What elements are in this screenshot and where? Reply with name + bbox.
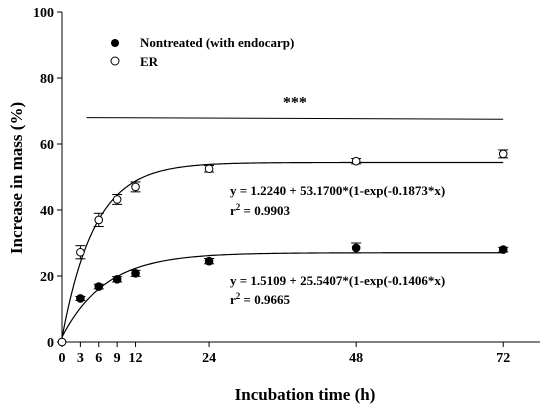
y-axis-ticks: 0 20 40 60 80 100 [33, 6, 62, 351]
y-tick-label: 80 [40, 72, 54, 87]
data-point-nontreated [112, 275, 122, 284]
x-tick-label: 24 [202, 351, 216, 366]
data-points [57, 149, 508, 347]
y-tick-label: 20 [40, 270, 54, 285]
fit-curve-er [61, 161, 504, 339]
x-tick-label: 0 [59, 351, 66, 366]
legend: Nontreated (with endocarp) ER [110, 35, 294, 69]
data-point-nontreated [94, 282, 104, 291]
data-point-er [57, 337, 67, 347]
equation-nontreated: y = 1.5109 + 25.5407*(1-exp(-0.1406*x) [230, 273, 445, 288]
significance-label: *** [283, 95, 307, 112]
r2-er: r2 = 0.9903 [230, 202, 290, 218]
fit-curve-nontreated [61, 252, 504, 338]
data-point-nontreated [131, 269, 140, 278]
data-point-er [76, 247, 85, 257]
data-point-nontreated [498, 245, 508, 254]
y-tick-label: 40 [40, 204, 54, 219]
fit-curves [61, 161, 504, 339]
y-tick-label: 100 [33, 6, 54, 21]
x-tick-label: 9 [114, 351, 121, 366]
data-point-er [112, 195, 122, 204]
r2-nontreated-label: r [230, 292, 236, 307]
r2-nontreated-value: = 0.9665 [240, 292, 290, 307]
data-point-er [498, 149, 508, 159]
legend-marker-nontreated [111, 39, 119, 47]
r2-er-value: = 0.9903 [240, 203, 290, 218]
y-axis-title: Increase in mass (%) [7, 102, 26, 254]
r2-nontreated-exp: 2 [236, 291, 241, 301]
x-axis-ticks: 0 3 6 9 12 24 48 72 [59, 342, 510, 366]
data-point-nontreated [351, 243, 361, 253]
axes [61, 12, 540, 343]
legend-marker-er [110, 56, 120, 66]
data-point-nontreated [204, 256, 214, 266]
x-tick-label: 3 [77, 351, 84, 366]
y-tick-label: 60 [40, 138, 54, 153]
data-point-er [94, 215, 104, 225]
x-tick-label: 12 [129, 351, 143, 366]
x-tick-label: 6 [95, 351, 102, 366]
significance-line [86, 117, 504, 120]
data-point-nontreated [76, 294, 85, 303]
r2-nontreated: r2 = 0.9665 [230, 291, 290, 307]
legend-label-nontreated: Nontreated (with endocarp) [140, 35, 294, 50]
r2-er-exp: 2 [236, 202, 241, 212]
legend-label-er: ER [140, 54, 159, 69]
data-point-er [204, 164, 214, 174]
x-tick-label: 72 [496, 351, 510, 366]
data-point-er [131, 182, 140, 192]
data-point-er [351, 156, 361, 166]
y-tick-label: 0 [47, 336, 54, 351]
x-axis-title: Incubation time (h) [235, 385, 376, 404]
r2-er-label: r [230, 203, 236, 218]
significance-marker: *** [86, 95, 504, 120]
x-tick-label: 48 [349, 351, 363, 366]
equation-er: y = 1.2240 + 53.1700*(1-exp(-0.1873*x) [230, 183, 445, 198]
